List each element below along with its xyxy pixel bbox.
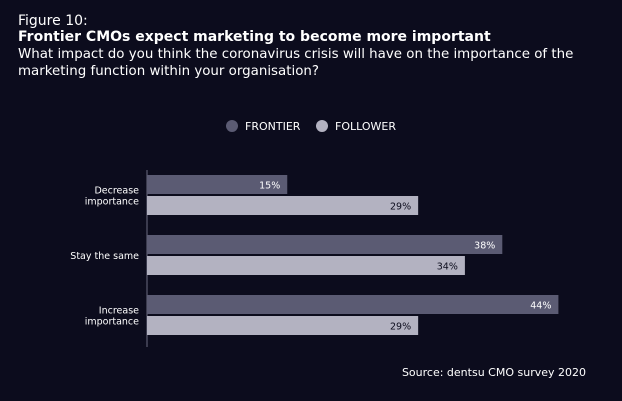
data-label: 29%: [390, 202, 411, 213]
category-label: importance: [85, 197, 139, 208]
data-label: 15%: [259, 181, 280, 192]
source-note: Source: dentsu CMO survey 2020: [401, 366, 586, 379]
figure-header: Figure 10: Frontier CMOs expect marketin…: [18, 13, 614, 80]
chart-title: Frontier CMOs expect marketing to become…: [18, 29, 491, 45]
figure-label: Figure 10:: [18, 13, 88, 29]
bar-follower: [147, 316, 419, 335]
bar-follower: [147, 256, 465, 275]
bar-follower: [147, 196, 419, 215]
category-label: Increase: [99, 306, 139, 317]
bar-frontier: [147, 175, 288, 194]
legend-label-follower: FOLLOWER: [335, 120, 396, 133]
data-label: 44%: [530, 301, 551, 312]
data-label: 38%: [474, 241, 495, 252]
category-label: Decrease: [94, 186, 139, 197]
legend-label-frontier: FRONTIER: [245, 120, 301, 133]
category-label: Stay the same: [70, 251, 139, 262]
category-label: importance: [85, 317, 139, 328]
legend-swatch-follower: [316, 120, 328, 132]
data-label: 29%: [390, 322, 411, 333]
data-label: 34%: [437, 262, 458, 273]
bar-frontier: [147, 235, 503, 254]
chart-subtitle: What impact do you think the coronavirus…: [18, 47, 574, 79]
bar-frontier: [147, 295, 559, 314]
legend-swatch-frontier: [226, 120, 238, 132]
